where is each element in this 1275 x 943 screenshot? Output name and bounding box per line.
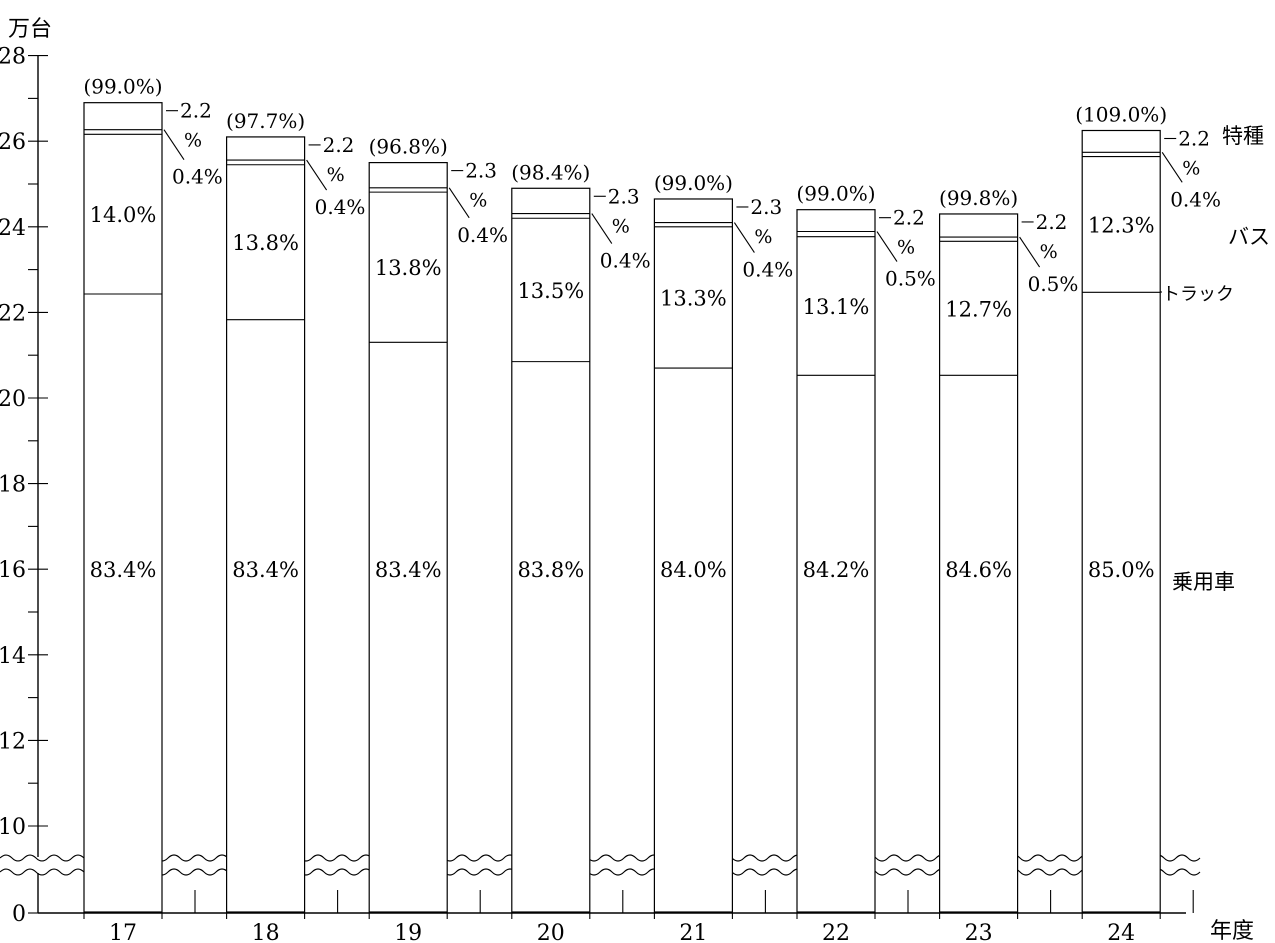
x-tick-label: 19 <box>394 921 422 943</box>
bus-pct-label: 0.5% <box>1028 272 1079 296</box>
yoy-label: (99.0%) <box>796 182 875 206</box>
truck-pct-label: 13.8% <box>232 231 299 255</box>
series-label-passenger: 乗用車 <box>1172 570 1235 594</box>
truck-pct-label: 12.7% <box>945 297 1012 321</box>
x-tick-label: 18 <box>252 921 280 943</box>
x-tick-label: 20 <box>537 921 565 943</box>
yoy-label: (109.0%) <box>1075 103 1167 127</box>
special-pct-unit: % <box>612 215 630 237</box>
bus-pct-label: 0.4% <box>1170 187 1221 211</box>
series-label-truck: トラック <box>1162 284 1234 305</box>
passenger-pct-label: 83.4% <box>90 558 157 582</box>
bus-leader <box>163 129 185 160</box>
bar-total <box>83 102 163 913</box>
yoy-label: (98.4%) <box>511 160 590 184</box>
bus-leader <box>733 222 755 253</box>
bus-pct-label: 0.5% <box>885 267 936 291</box>
special-value-label: 2.3 <box>465 159 497 183</box>
bus-leader <box>448 187 470 219</box>
x-tick-label: 22 <box>822 921 850 943</box>
bar-total <box>653 198 734 913</box>
bus-pct-label: 0.4% <box>457 223 508 247</box>
bus-leader <box>1019 236 1041 268</box>
x-tick-label: 23 <box>965 921 993 943</box>
y-tick-label: 10 <box>0 815 26 840</box>
truck-pct-label: 13.1% <box>803 295 870 319</box>
x-axis-unit: 年度 <box>1210 919 1254 943</box>
y-tick-label: 14 <box>0 644 26 669</box>
y-tick-label: 20 <box>0 387 26 412</box>
special-value-label: 2.2 <box>323 133 355 157</box>
special-pct-unit: % <box>754 226 772 248</box>
bar-total <box>368 162 448 913</box>
truck-pct-label: 12.3% <box>1088 213 1155 237</box>
y-tick-label: 22 <box>0 301 26 326</box>
truck-pct-label: 14.0% <box>90 203 157 227</box>
yoy-label: (99.0%) <box>654 171 733 195</box>
bus-leader <box>876 231 898 262</box>
special-value-label: 2.2 <box>893 206 925 230</box>
special-value-label: 2.2 <box>1036 210 1068 234</box>
special-value-label: 2.2 <box>1178 127 1210 151</box>
bar-total <box>796 209 876 913</box>
passenger-pct-label: 83.8% <box>517 558 584 582</box>
y-tick-label: 26 <box>0 130 26 155</box>
passenger-pct-label: 83.4% <box>375 558 442 582</box>
x-tick-label: 17 <box>109 921 137 943</box>
labels-group: 83.4% 14.0% (99.0%) 2.2% 0.4% 83.4% 13.8% (97.7… <box>83 75 1221 583</box>
x-tick-label: 24 <box>1107 921 1135 943</box>
series-label-bus: バス <box>1228 225 1270 249</box>
y-tick-label: 24 <box>0 216 26 241</box>
y-tick-label: 0 <box>12 902 26 927</box>
passenger-pct-label: 83.4% <box>232 558 299 582</box>
truck-pct-label: 13.5% <box>517 279 584 303</box>
series-label-special: 特種 <box>1222 124 1264 148</box>
bus-pct-label: 0.4% <box>315 195 366 219</box>
bus-pct-label: 0.4% <box>600 249 651 273</box>
passenger-pct-label: 84.2% <box>803 558 870 582</box>
y-tick-label: 18 <box>0 473 26 498</box>
bar-total <box>511 187 591 913</box>
y-tick-label: 12 <box>0 729 26 754</box>
yoy-label: (96.8%) <box>369 135 448 159</box>
yoy-label: (99.0%) <box>83 75 162 99</box>
bar-total <box>226 136 306 913</box>
special-pct-unit: % <box>327 164 345 186</box>
bar-total <box>938 213 1019 913</box>
bus-leader <box>306 159 328 191</box>
passenger-pct-label: 84.6% <box>945 558 1012 582</box>
special-pct-unit: % <box>897 237 915 259</box>
bus-pct-label: 0.4% <box>742 258 793 282</box>
passenger-pct-label: 85.0% <box>1088 558 1155 582</box>
bar-total <box>1081 129 1161 913</box>
bars-group <box>83 102 1161 913</box>
truck-pct-label: 13.8% <box>375 256 442 280</box>
yoy-label: (97.7%) <box>226 109 305 133</box>
passenger-pct-label: 84.0% <box>660 558 727 582</box>
truck-pct-label: 13.3% <box>660 286 727 310</box>
y-tick-label: 28 <box>0 45 26 70</box>
y-axis-unit: 万台 <box>8 17 52 42</box>
x-tick-label: 21 <box>679 921 707 943</box>
special-pct-unit: % <box>1182 158 1200 180</box>
bus-leader <box>1161 152 1183 183</box>
bus-pct-label: 0.4% <box>172 165 223 189</box>
special-pct-unit: % <box>1040 241 1058 263</box>
bus-leader <box>591 213 613 244</box>
special-value-label: 2.3 <box>750 195 782 219</box>
axis-break-mask <box>20 857 1196 873</box>
yoy-label: (99.8%) <box>939 186 1018 210</box>
special-value-label: 2.3 <box>608 184 640 208</box>
special-pct-unit: % <box>469 190 487 212</box>
special-value-label: 2.2 <box>180 99 212 123</box>
special-pct-unit: % <box>184 130 202 152</box>
y-tick-label: 16 <box>0 558 26 583</box>
